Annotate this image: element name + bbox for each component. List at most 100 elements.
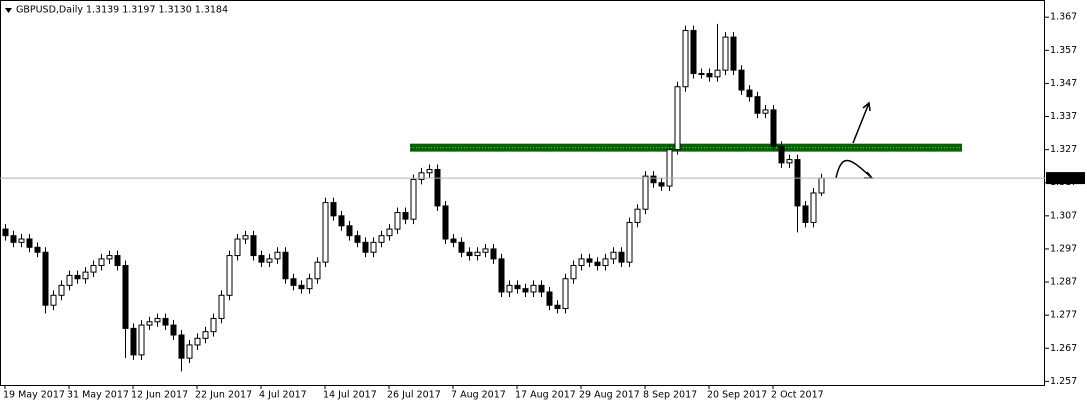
current-price-box — [1046, 172, 1085, 185]
candle-body — [242, 235, 249, 240]
candle-body — [746, 89, 753, 98]
y-tick-label: 1.347 — [1050, 78, 1077, 89]
candle-body — [562, 278, 569, 310]
candle-body — [298, 284, 305, 290]
candle-body — [426, 168, 433, 174]
candle-body — [202, 331, 209, 339]
x-tick-label: 17 Aug 2017 — [515, 390, 576, 401]
candle-body — [498, 258, 505, 293]
candle-body — [658, 182, 665, 187]
arrow-up — [852, 101, 871, 144]
candle-body — [34, 246, 41, 253]
x-tick-label: 20 Sep 2017 — [707, 390, 767, 401]
candle-body — [578, 258, 585, 266]
candle-body — [482, 248, 489, 253]
candle-body — [42, 251, 49, 306]
candle-body — [274, 251, 281, 260]
candle-body — [666, 149, 673, 187]
candle-body — [778, 145, 785, 164]
candle-body — [650, 175, 657, 184]
y-tick-label: 1.357 — [1050, 45, 1077, 56]
candle-body — [50, 294, 57, 306]
candle-body — [602, 258, 609, 266]
candle-body — [234, 238, 241, 257]
candle-body — [322, 202, 329, 263]
candle-body — [466, 251, 473, 257]
candle-body — [66, 274, 73, 286]
candle-body — [2, 228, 9, 237]
candle-body — [138, 324, 145, 356]
candle-body — [98, 258, 105, 266]
candle-body — [418, 172, 425, 180]
candle-body — [402, 212, 409, 220]
candle-body — [18, 238, 25, 243]
candle-body — [802, 205, 809, 223]
candle-body — [186, 344, 193, 359]
candle-body — [370, 241, 377, 253]
candle-body — [706, 72, 713, 78]
candle-body — [354, 235, 361, 243]
candle-body — [338, 215, 345, 227]
candle-body — [474, 251, 481, 257]
candle-body — [546, 291, 553, 306]
candle-body — [434, 168, 441, 207]
candle-body — [754, 96, 761, 114]
candle-body — [794, 159, 801, 207]
x-tick-label: 22 Jun 2017 — [195, 390, 252, 401]
candle-body — [522, 288, 529, 293]
candle-body — [450, 238, 457, 243]
candle-body — [282, 251, 289, 280]
candle-body — [82, 271, 89, 280]
candle-body — [122, 264, 129, 329]
candle-body — [226, 255, 233, 296]
x-tick-label: 2 Oct 2017 — [771, 390, 824, 401]
y-tick-label: 1.267 — [1050, 343, 1077, 354]
candle-body — [170, 324, 177, 336]
candle-body — [178, 334, 185, 359]
x-tick-label: 26 Jul 2017 — [387, 390, 441, 401]
candle-body — [530, 284, 537, 293]
candle-body — [786, 159, 793, 164]
candle-body — [634, 208, 641, 223]
candle-body — [642, 175, 649, 210]
y-tick-label: 1.297 — [1050, 243, 1077, 254]
candle-body — [58, 284, 65, 296]
candle-body — [722, 36, 729, 71]
x-tick-label: 8 Sep 2017 — [643, 390, 697, 401]
candle-body — [690, 29, 697, 74]
candle-body — [306, 278, 313, 290]
candle-body — [106, 255, 113, 260]
candle-body — [770, 109, 777, 147]
candle-body — [610, 251, 617, 260]
candle-body — [490, 248, 497, 260]
candle-body — [818, 177, 825, 194]
x-tick-label: 14 Jul 2017 — [323, 390, 377, 401]
candle-body — [442, 205, 449, 240]
candle-body — [386, 228, 393, 237]
candle-body — [410, 178, 417, 220]
plot-frame — [0, 0, 1045, 386]
y-tick-label: 1.337 — [1050, 111, 1077, 122]
candle-body — [570, 264, 577, 280]
y-tick-label: 1.257 — [1050, 376, 1077, 387]
y-tick-label: 1.277 — [1050, 310, 1077, 321]
candle-body — [10, 235, 17, 243]
y-tick-label: 1.367 — [1050, 12, 1077, 23]
candle-body — [74, 274, 81, 280]
candle-body — [362, 241, 369, 253]
candle-body — [26, 238, 33, 248]
candle-body — [714, 69, 721, 78]
candle-body — [210, 317, 217, 333]
candle-body — [314, 261, 321, 280]
candle-body — [762, 109, 769, 114]
candle-body — [154, 317, 161, 323]
candle-body — [250, 235, 257, 257]
candle-body — [618, 251, 625, 263]
candle-body — [514, 284, 521, 290]
candle-body — [266, 258, 273, 263]
x-tick-label: 4 Jul 2017 — [259, 390, 307, 401]
candle-body — [290, 278, 297, 286]
candle-body — [458, 241, 465, 253]
candle-body — [682, 29, 689, 88]
